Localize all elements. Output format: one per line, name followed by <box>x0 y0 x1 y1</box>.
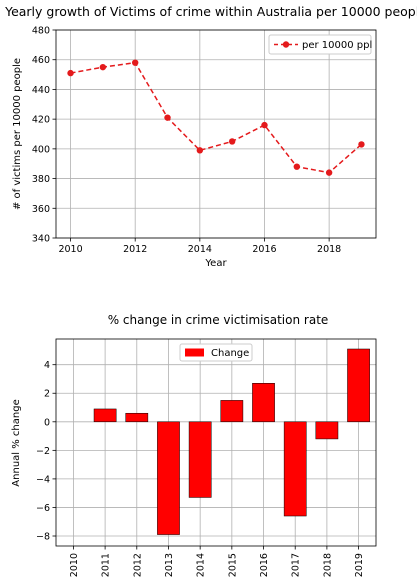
legend-marker-swatch <box>282 41 290 48</box>
x-tick-label: 2015 <box>227 553 238 577</box>
plot-frame <box>55 29 377 239</box>
plot-area <box>56 339 376 546</box>
y-tick-label: 340 <box>32 234 50 245</box>
x-tick-label: 2012 <box>123 244 147 255</box>
bar <box>252 383 275 423</box>
x-tick-label: 2014 <box>196 553 207 577</box>
legend-label: Change <box>211 348 249 359</box>
y-axis-ticks: −8 −6 −4 −2 0 2 4 <box>36 360 56 543</box>
bar <box>347 348 370 423</box>
y-tick-label: 420 <box>32 115 50 126</box>
bar <box>93 408 117 423</box>
y-tick-label: 380 <box>32 174 50 185</box>
y-tick-label: −6 <box>36 503 50 514</box>
y-tick-label: 460 <box>32 55 50 66</box>
y-axis-label: # of victims per 10000 people <box>12 58 23 210</box>
bar-series <box>93 348 370 535</box>
bar <box>125 412 149 423</box>
legend: per 10000 ppl <box>268 34 372 55</box>
line-chart: Yearly growth of Victims of crime within… <box>4 4 417 269</box>
data-point <box>358 141 365 148</box>
data-point <box>228 138 236 145</box>
data-point <box>293 163 301 170</box>
x-tick-label: 2019 <box>354 553 365 577</box>
y-axis-label: Annual % change <box>11 399 22 486</box>
plot-area <box>56 30 376 238</box>
y-tick-label: −8 <box>36 532 50 543</box>
data-point <box>196 147 204 154</box>
legend-label: per 10000 ppl <box>302 40 372 51</box>
data-point <box>67 69 74 77</box>
chart-title: Yearly growth of Victims of crime within… <box>4 4 417 19</box>
line-series <box>67 59 365 176</box>
legend-box <box>179 343 253 362</box>
bar <box>157 421 180 535</box>
bar-chart: % change in crime victimisation rate −8−… <box>11 313 377 577</box>
chart-title: % change in crime victimisation rate <box>108 313 329 327</box>
data-point <box>131 59 139 66</box>
x-axis-ticks: 2010 2011 2012 2013 2014 2015 2016 2017 2018 2019 <box>69 546 365 577</box>
x-tick-label: 2011 <box>101 553 112 577</box>
data-point <box>164 114 171 121</box>
x-tick-label: 2016 <box>252 244 276 255</box>
bar <box>283 421 307 517</box>
x-tick-label: 2010 <box>69 553 80 577</box>
legend: Change <box>179 343 253 362</box>
data-point <box>99 63 107 71</box>
bar <box>188 421 212 498</box>
y-tick-label: −2 <box>36 446 50 457</box>
bar <box>220 400 244 423</box>
x-tick-label: 2018 <box>322 553 333 577</box>
x-tick-label: 2016 <box>259 553 270 577</box>
y-tick-label: 400 <box>32 144 50 155</box>
x-tick-label: 2013 <box>164 553 175 577</box>
y-tick-label: 2 <box>44 389 50 400</box>
x-tick-label: 2012 <box>132 553 143 577</box>
x-tick-label: 2010 <box>58 244 82 255</box>
y-tick-label: 360 <box>32 204 50 215</box>
grid <box>56 29 376 239</box>
bar <box>315 421 339 440</box>
plot-frame <box>55 338 377 547</box>
y-tick-label: 480 <box>32 26 50 37</box>
y-tick-label: 4 <box>44 360 50 371</box>
data-point <box>325 169 333 176</box>
data-point <box>261 121 268 129</box>
y-tick-label: 440 <box>32 85 50 96</box>
x-axis-ticks: 2010 2012 2014 2016 2018 <box>58 238 341 255</box>
x-axis-label: Year <box>204 258 227 269</box>
x-tick-label: 2014 <box>188 244 212 255</box>
legend-box <box>268 34 372 55</box>
series-line <box>70 61 362 174</box>
legend-bar-swatch <box>185 348 204 357</box>
x-tick-label: 2017 <box>291 553 302 577</box>
y-axis-ticks: 340 360 380 400 420 440 460 480 <box>32 26 56 245</box>
y-tick-label: 0 <box>44 417 50 428</box>
x-tick-label: 2018 <box>317 244 341 255</box>
y-tick-label: −4 <box>36 474 50 485</box>
